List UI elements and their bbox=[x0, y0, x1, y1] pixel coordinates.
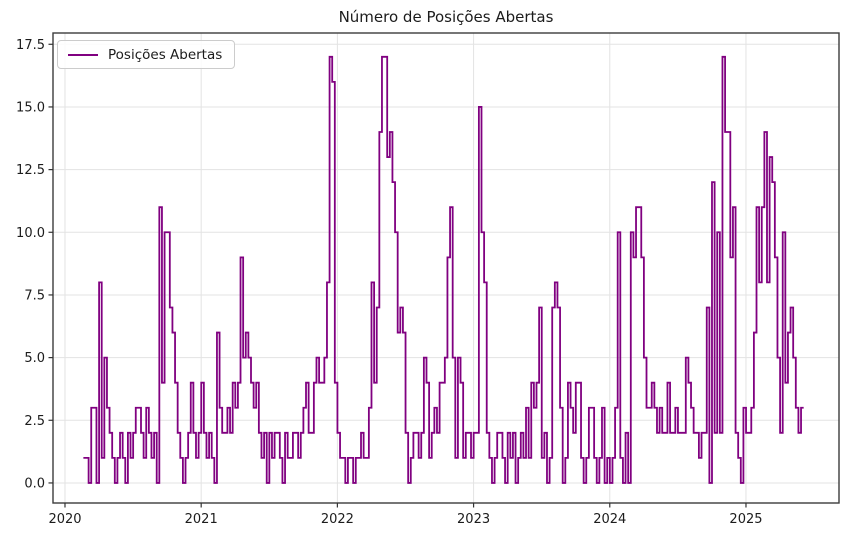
x-tick-label: 2023 bbox=[457, 512, 490, 527]
x-tick-label: 2021 bbox=[185, 512, 218, 527]
y-tick-label: 17.5 bbox=[16, 38, 45, 53]
y-tick-label: 0.0 bbox=[24, 476, 45, 491]
x-tick-label: 2022 bbox=[321, 512, 354, 527]
data-line-posicoes-abertas bbox=[83, 55, 804, 484]
y-tick-label: 2.5 bbox=[24, 414, 45, 429]
y-tick-label: 15.0 bbox=[16, 100, 45, 115]
y-tick-label: 7.5 bbox=[24, 288, 45, 303]
y-tick-label: 5.0 bbox=[24, 351, 45, 366]
tick-label-layer: 2020 2021 2022 2023 2024 2025 0.0 2.5 5.0 7.5 10.0… bbox=[16, 38, 762, 527]
legend-label: Posições Abertas bbox=[108, 46, 223, 63]
axes-spines bbox=[52, 32, 840, 504]
y-tick-label: 10.0 bbox=[16, 226, 45, 241]
series-layer bbox=[83, 55, 804, 484]
axes-layer bbox=[48, 32, 840, 508]
legend-line-swatch bbox=[68, 53, 98, 56]
x-tick-label: 2020 bbox=[48, 512, 81, 527]
x-tick-label: 2025 bbox=[729, 512, 762, 527]
y-tick-label: 12.5 bbox=[16, 163, 45, 178]
legend-box: Posições Abertas bbox=[57, 40, 236, 69]
x-tick-label: 2024 bbox=[593, 512, 626, 527]
chart-title: Número de Posições Abertas bbox=[338, 8, 554, 26]
